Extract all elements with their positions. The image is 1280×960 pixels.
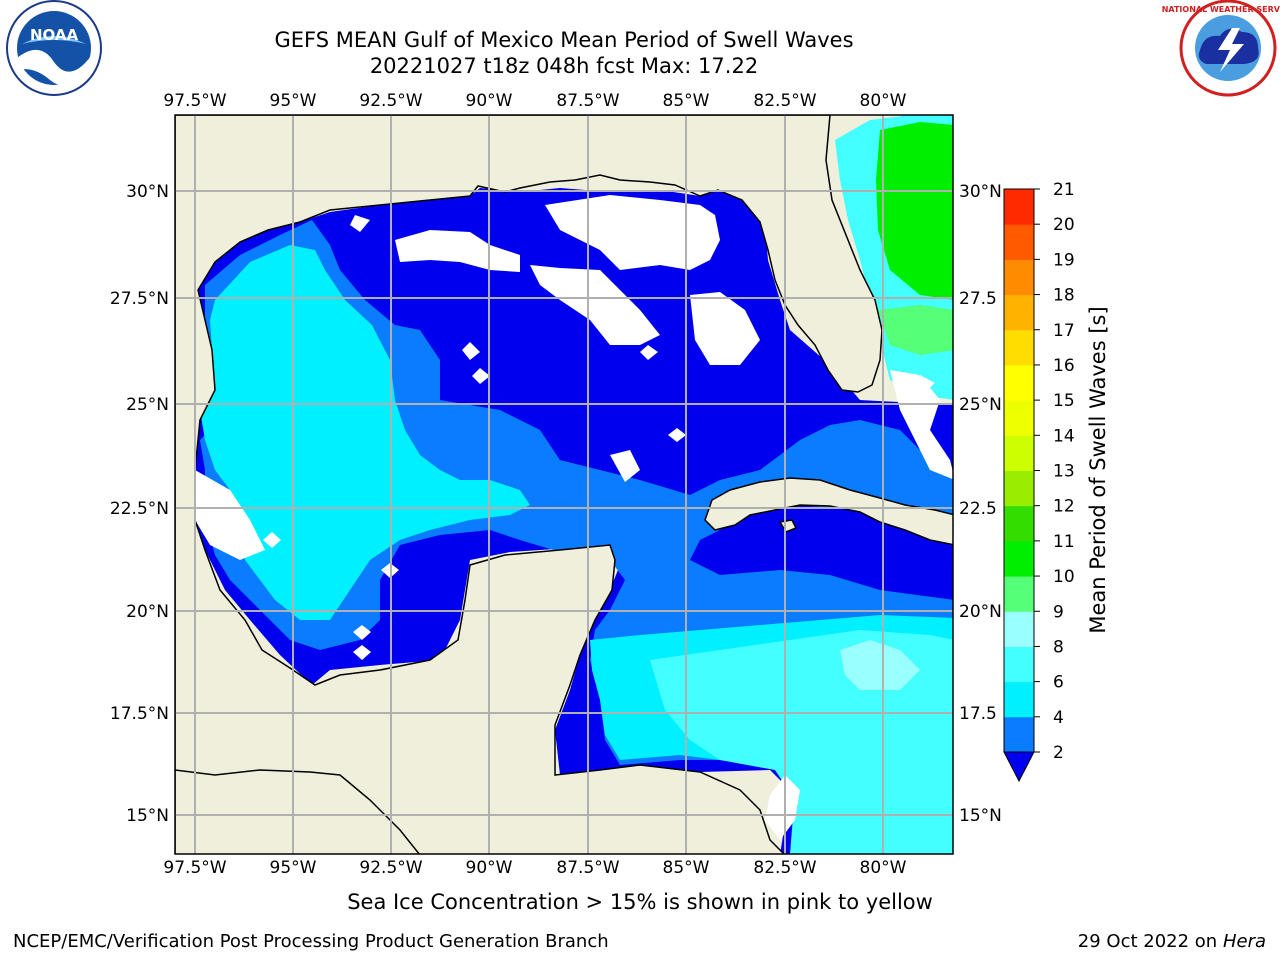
colorbar-label: Mean Period of Swell Waves [s]: [1086, 306, 1110, 633]
lon-label: 90°W: [466, 91, 513, 111]
colorbar-tick-label: 8: [1053, 637, 1064, 657]
lat-labels-left: 30°N 27.5°N 25°N 22.5°N 20°N 17.5°N 15°N: [110, 182, 169, 826]
colorbar-tick-label: 18: [1053, 286, 1075, 306]
colorbar-tick-label: 9: [1053, 602, 1064, 622]
lat-label: 30°N: [126, 182, 169, 202]
colorbar-segment: [1004, 189, 1034, 225]
lon-label: 87.5°W: [556, 858, 619, 878]
lat-label: 17.5: [959, 704, 997, 724]
colorbar-tick-label: 17: [1053, 321, 1075, 341]
footer-host: Hera: [1222, 931, 1266, 952]
footer-date-text: 29 Oct 2022 on: [1077, 931, 1223, 952]
western-gulf-swell-period-4-6: [200, 245, 530, 620]
noaa-logo-text: NOAA: [30, 26, 79, 44]
lon-label: 95°W: [270, 858, 317, 878]
colorbar-segment: [1004, 681, 1034, 718]
noaa-logo: NOAA: [6, 0, 102, 96]
lon-labels-bottom: 97.5°W 95°W 92.5°W 90°W 87.5°W 85°W 82.5…: [163, 858, 906, 878]
atlantic-swell-period-9-10: [878, 305, 953, 355]
lon-label: 82.5°W: [753, 91, 816, 111]
colorbar-segment: [1004, 716, 1034, 753]
colorbar-segment: [1004, 470, 1034, 507]
map-graticule: [175, 115, 953, 854]
colorbar-segment: [1004, 611, 1034, 647]
colorbar-segment: [1004, 294, 1034, 331]
colorbar-segments: [1004, 189, 1034, 753]
colorbar-tick-label: 2: [1053, 743, 1064, 763]
colorbar-segment: [1004, 364, 1034, 401]
lat-label: 20°N: [126, 602, 169, 622]
colorbar-segment: [1004, 576, 1034, 612]
lat-label: 30°N: [959, 182, 1002, 202]
colorbar-segment: [1004, 400, 1034, 436]
lon-label: 97.5°W: [163, 91, 226, 111]
nws-logo: NATIONAL WEATHER SERVICE: [1162, 0, 1280, 97]
colorbar-tick-label: 6: [1053, 673, 1064, 693]
colorbar-tick-label: 11: [1053, 532, 1075, 552]
map-frame: [174, 114, 954, 855]
colorbar: 2 4 6 8 9 10 11 12 13 14 15 16 17 18 19 20 21 Mean Perio…: [1003, 180, 1110, 783]
lon-labels-top: 97.5°W 95°W 92.5°W 90°W 87.5°W 85°W 82.5…: [163, 91, 906, 111]
lat-label: 17.5°N: [110, 704, 169, 724]
caribbean-swell-period-8-9: [840, 640, 920, 690]
lat-label: 25°N: [126, 395, 169, 415]
footer-date: 29 Oct 2022 on Hera: [1078, 931, 1266, 952]
lat-label: 22.5: [959, 499, 997, 519]
colorbar-tick-label: 20: [1053, 215, 1075, 235]
lon-label: 85°W: [663, 858, 710, 878]
atlantic-swell-period-10-11: [876, 122, 953, 300]
lon-label: 87.5°W: [556, 91, 619, 111]
colorbar-segment: [1004, 224, 1034, 260]
lon-label: 95°W: [270, 91, 317, 111]
lat-label: 22.5°N: [110, 499, 169, 519]
colorbar-segment: [1004, 646, 1034, 683]
colorbar-under-arrow: [1003, 751, 1035, 783]
lon-label: 97.5°W: [163, 858, 226, 878]
lon-label: 80°W: [860, 91, 907, 111]
nws-logo-text: NATIONAL WEATHER SERVICE: [1162, 5, 1280, 14]
colorbar-segment: [1004, 505, 1034, 542]
lat-labels-right: 30°N 27.5 25°N 22.5 20°N 17.5 15°N: [959, 182, 1002, 826]
colorbar-tick-label: 19: [1053, 250, 1075, 270]
lon-label: 90°W: [466, 858, 513, 878]
colorbar-tick-label: 14: [1053, 426, 1075, 446]
lat-label: 20°N: [959, 602, 1002, 622]
lat-label: 15°N: [959, 806, 1002, 826]
colorbar-segment: [1004, 435, 1034, 471]
lon-label: 92.5°W: [359, 91, 422, 111]
colorbar-tick-label: 15: [1053, 391, 1075, 411]
colorbar-tick-label: 10: [1053, 567, 1075, 587]
lon-label: 92.5°W: [359, 858, 422, 878]
colorbar-tick-label: 21: [1053, 180, 1075, 200]
colorbar-segment: [1004, 540, 1034, 577]
lon-label: 80°W: [860, 858, 907, 878]
map-panel: [175, 115, 953, 854]
map-subtitle-forecast: 20221027 t18z 048h fcst Max: 17.22: [369, 54, 759, 78]
lat-label: 27.5: [959, 289, 997, 309]
colorbar-tick-label: 4: [1053, 708, 1064, 728]
sea-ice-note: Sea Ice Concentration > 15% is shown in …: [347, 890, 933, 914]
colorbar-segment: [1004, 259, 1034, 296]
lon-label: 82.5°W: [753, 858, 816, 878]
lat-label: 25°N: [959, 395, 1002, 415]
colorbar-ticks: 2 4 6 8 9 10 11 12 13 14 15 16 17 18 19 20 21: [1034, 180, 1075, 763]
colorbar-segment: [1004, 329, 1034, 366]
colorbar-tick-label: 16: [1053, 356, 1075, 376]
colorbar-tick-label: 12: [1053, 497, 1075, 517]
lat-label: 27.5°N: [110, 289, 169, 309]
map-title: GEFS MEAN Gulf of Mexico Mean Period of …: [274, 28, 854, 52]
lat-label: 15°N: [126, 806, 169, 826]
footer-organization: NCEP/EMC/Verification Post Processing Pr…: [13, 931, 609, 952]
colorbar-tick-label: 13: [1053, 462, 1075, 482]
lon-label: 85°W: [663, 91, 710, 111]
